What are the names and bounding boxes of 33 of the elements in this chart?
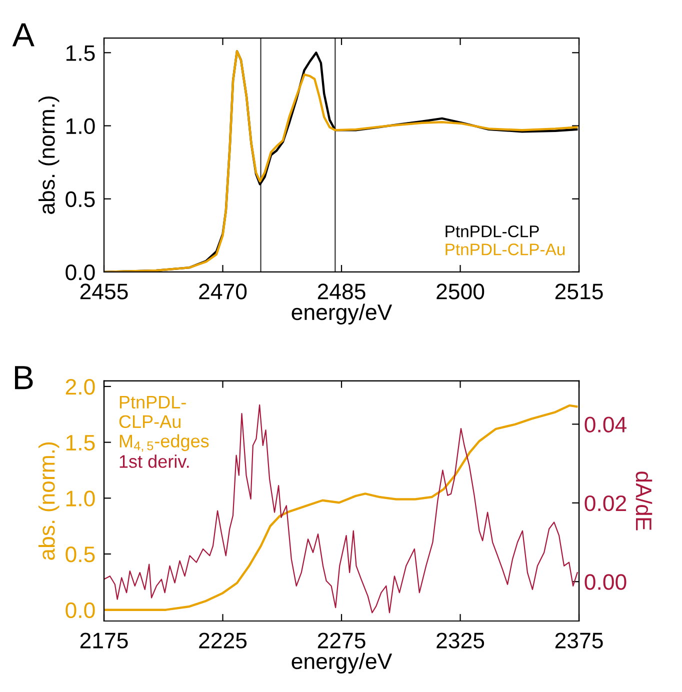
x-tick-label: 2375	[555, 632, 603, 648]
x-axis-title: energy/eV	[292, 652, 392, 674]
y-tick-label: 1.0	[66, 490, 95, 506]
y-tick-label: 0.5	[66, 191, 95, 208]
text: PtnPDL-CLP-Au	[446, 244, 565, 256]
text: B	[15, 366, 33, 390]
text: PtnPDL- CLP-Au M$_{4,5}$-edges	[119, 396, 209, 452]
y-axis-title: abs. (norm.)	[38, 442, 60, 560]
y-tick-label: 0.0	[66, 602, 95, 618]
x-axis-title: energy/eV	[292, 304, 392, 324]
x-tick-label: 2455	[80, 284, 128, 300]
y2-axis-title: dA/dE	[636, 472, 652, 530]
x-tick-label: 2325	[436, 632, 484, 648]
x-tick-label: 2275	[318, 632, 366, 648]
y-axis-title: abs. (norm.)	[38, 96, 60, 214]
x-tick-label: 2470	[199, 284, 247, 300]
y2-tick-label: 0.04	[584, 416, 626, 432]
y2-tick-label: 0.00	[584, 574, 626, 590]
y-tick-label: 1.0	[66, 118, 95, 134]
x-tick-label: 2485	[318, 284, 366, 300]
x-tick-label: 2225	[199, 632, 247, 648]
y2-tick-label: 0.02	[584, 495, 626, 512]
y-tick-label: 1.5	[66, 435, 95, 451]
text: 1st deriv.	[120, 454, 189, 468]
text: PtnPDL-CLP	[446, 225, 539, 238]
x-tick-label: 2515	[555, 284, 603, 300]
y-tick-label: 1.5	[66, 45, 95, 61]
x-tick-label: 2175	[80, 632, 128, 648]
text: A	[12, 23, 34, 46]
y-tick-label: 0.0	[66, 264, 95, 280]
x-tick-label: 2500	[436, 284, 484, 300]
y-tick-label: 2.0	[66, 378, 95, 395]
y-tick-label: 0.5	[66, 546, 95, 562]
